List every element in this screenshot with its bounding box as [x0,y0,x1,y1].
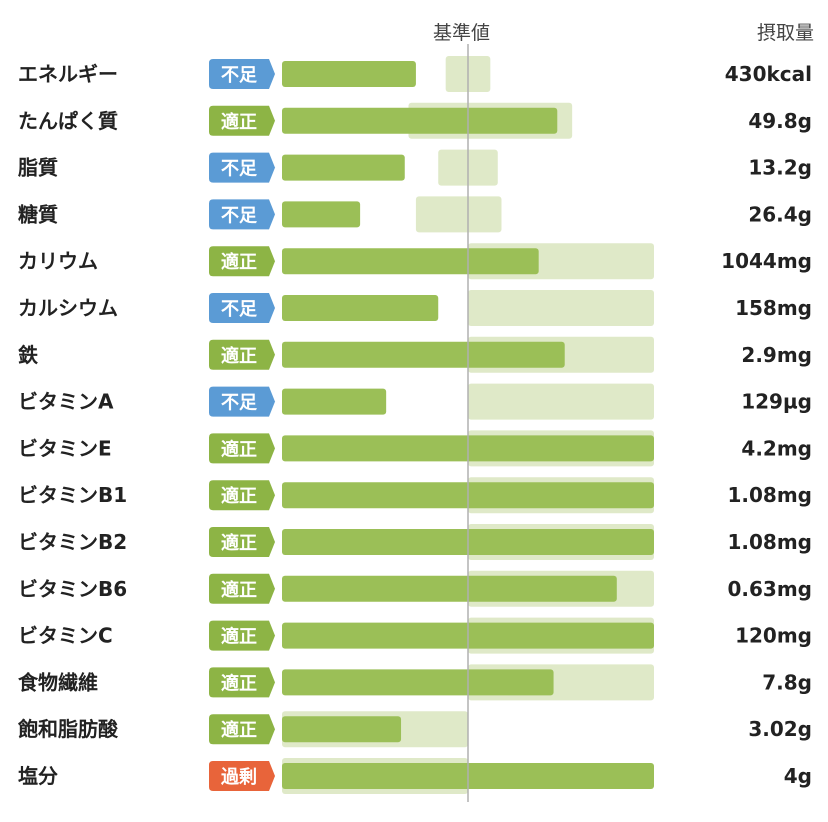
status-badge-label: 適正 [221,579,257,601]
intake-value: 1.08mg [727,483,812,507]
status-badge [209,105,275,136]
intake-bar [282,61,416,87]
range-band [415,196,502,233]
intake-bar [282,295,439,321]
intake-bar [282,201,361,228]
intake-value: 430kcal [725,62,812,86]
intake-value: 1044mg [721,249,812,273]
status-badge [209,480,275,511]
status-badge [209,433,275,464]
intake-value: 158mg [735,296,812,320]
status-badge [209,59,275,89]
intake-value: 7.8g [762,670,812,694]
intake-value: 129µg [741,390,812,414]
nutrient-label: エネルギー [18,62,118,86]
intake-value: 26.4g [748,202,812,226]
status-badge-label: 適正 [221,532,257,554]
nutrient-label: 飽和脂肪酸 [18,717,119,741]
intake-value: 13.2g [748,156,812,180]
intake-value: 120mg [735,624,812,648]
intake-bar [282,107,558,134]
status-badge-label: 適正 [221,111,257,133]
nutrient-label: ビタミンA [18,390,114,414]
status-badge [209,199,275,230]
intake-value: 1.08mg [727,530,812,554]
nutrient-label: 食物繊維 [18,670,98,694]
status-badge [209,620,275,651]
intake-bar [282,575,617,602]
intake-value: 4g [784,764,812,788]
nutrient-label: ビタミンB1 [18,483,127,507]
nutrient-label: 脂質 [18,156,58,180]
intake-bar [282,388,387,415]
intake-value: 0.63mg [727,577,812,601]
intake-value: 4.2mg [741,436,812,460]
status-badge [209,527,275,557]
status-badge-label: 不足 [221,65,257,86]
nutrient-label: カリウム [18,249,98,273]
status-badge-label: 不足 [221,159,257,180]
status-badge-label: 適正 [221,438,257,460]
nutrient-label: 糖質 [18,202,58,226]
range-band [468,290,654,326]
status-badge-label: 不足 [221,393,257,414]
reference-header: 基準値 [433,22,491,44]
intake-header: 摂取量 [756,22,814,44]
intake-value: 2.9mg [741,343,812,367]
nutrient-label: たんぱく質 [18,109,118,133]
status-badge-label: 適正 [221,485,257,507]
intake-bar [282,669,554,696]
intake-value: 49.8g [748,109,812,133]
status-badge-label: 適正 [221,719,257,741]
nutrient-label: 塩分 [18,764,58,788]
status-badge [209,293,275,323]
status-badge [209,573,275,604]
nutrient-label: ビタミンE [18,436,112,460]
nutrient-label: ビタミンB6 [18,577,127,601]
status-badge [209,386,275,417]
status-badge [209,246,275,277]
status-badge-label: 不足 [221,205,257,226]
status-badge-label: 適正 [221,626,257,648]
range-band [468,383,654,420]
status-badge [209,714,275,745]
intake-bar [282,248,539,275]
intake-bar [282,716,402,743]
nutrient-label: カルシウム [18,296,118,320]
status-badge-label: 適正 [221,345,257,367]
status-badge-label: 適正 [221,672,257,694]
status-badge-label: 適正 [221,251,257,273]
status-badge-label: 過剰 [221,766,257,788]
intake-bar [282,154,405,181]
status-badge [209,152,275,183]
status-badge [209,667,275,698]
status-badge-label: 不足 [221,299,257,320]
intake-bar [282,341,565,368]
nutrient-label: ビタミンC [18,624,113,648]
nutrient-label: 鉄 [18,343,38,367]
intake-value: 3.02g [748,717,812,741]
status-badge [209,761,275,791]
nutrient-label: ビタミンB2 [18,530,127,554]
status-badge [209,339,275,370]
